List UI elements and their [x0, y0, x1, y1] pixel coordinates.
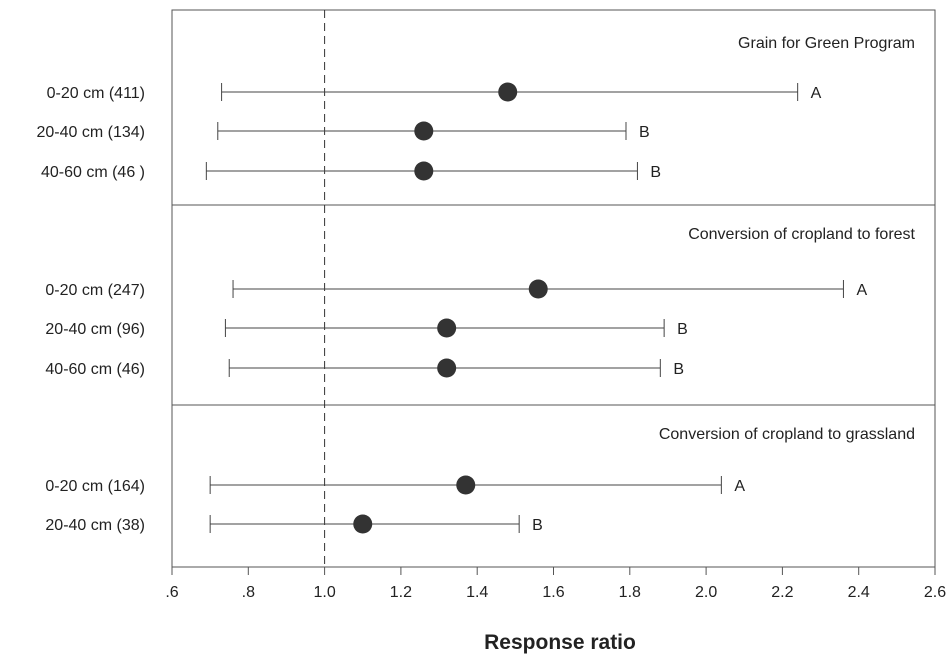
x-tick-label: .6 [165, 584, 178, 601]
panel-titles: Grain for Green Program Conversion of cro… [659, 35, 916, 443]
data-row: 20-40 cm (134) B [37, 121, 650, 141]
data-row: 0-20 cm (411) A [47, 82, 822, 102]
significance-letter: B [673, 361, 684, 378]
significance-letter: B [677, 321, 688, 338]
mean-point [414, 161, 434, 181]
significance-letter: B [532, 517, 543, 534]
significance-letter: A [734, 478, 745, 495]
x-tick-label: .8 [242, 584, 255, 601]
x-tick-label: 1.0 [313, 584, 335, 601]
x-axis: .6 .8 1.0 1.2 1.4 1.6 1.8 2.0 2.2 2.4 2.6 [165, 567, 946, 601]
mean-point [437, 318, 457, 338]
data-row: 40-60 cm (46) B [45, 358, 684, 378]
mean-point [456, 475, 476, 495]
x-tick-label: 1.2 [390, 584, 412, 601]
row-label: 0-20 cm (411) [47, 85, 145, 102]
significance-letter: A [811, 85, 822, 102]
panel-title: Conversion of cropland to grassland [659, 426, 915, 443]
panel-title: Grain for Green Program [738, 35, 915, 52]
x-tick-label: 1.8 [619, 584, 641, 601]
x-tick-label: 1.6 [542, 584, 564, 601]
x-tick-label: 2.4 [848, 584, 870, 601]
row-label: 20-40 cm (134) [37, 124, 146, 141]
x-tick-label: 2.6 [924, 584, 946, 601]
mean-point [353, 514, 373, 534]
row-label: 20-40 cm (38) [45, 517, 145, 534]
mean-point [437, 358, 457, 378]
x-tick-label: 2.0 [695, 584, 717, 601]
data-row: 0-20 cm (164) A [45, 475, 745, 495]
mean-point [498, 82, 518, 102]
significance-letter: B [639, 124, 650, 141]
panel-title: Conversion of cropland to forest [688, 226, 915, 243]
row-label: 20-40 cm (96) [45, 321, 145, 338]
x-tick-label: 2.2 [771, 584, 793, 601]
data-rows: 0-20 cm (411) A20-40 cm (134) B40-60 cm (4… [37, 82, 867, 534]
x-tick-label: 1.4 [466, 584, 488, 601]
mean-point [528, 279, 548, 299]
mean-point [414, 121, 434, 141]
data-row: 20-40 cm (96) B [45, 318, 688, 338]
row-label: 40-60 cm (46) [45, 361, 145, 378]
row-label: 40-60 cm (46 ) [41, 164, 145, 181]
data-row: 20-40 cm (38) B [45, 514, 543, 534]
x-axis-title: Response ratio [484, 631, 636, 654]
significance-letter: B [650, 164, 661, 181]
significance-letter: A [856, 282, 867, 299]
data-row: 0-20 cm (247) A [45, 279, 867, 299]
data-row: 40-60 cm (46 ) B [41, 161, 661, 181]
row-label: 0-20 cm (247) [45, 282, 145, 299]
row-label: 0-20 cm (164) [45, 478, 145, 495]
